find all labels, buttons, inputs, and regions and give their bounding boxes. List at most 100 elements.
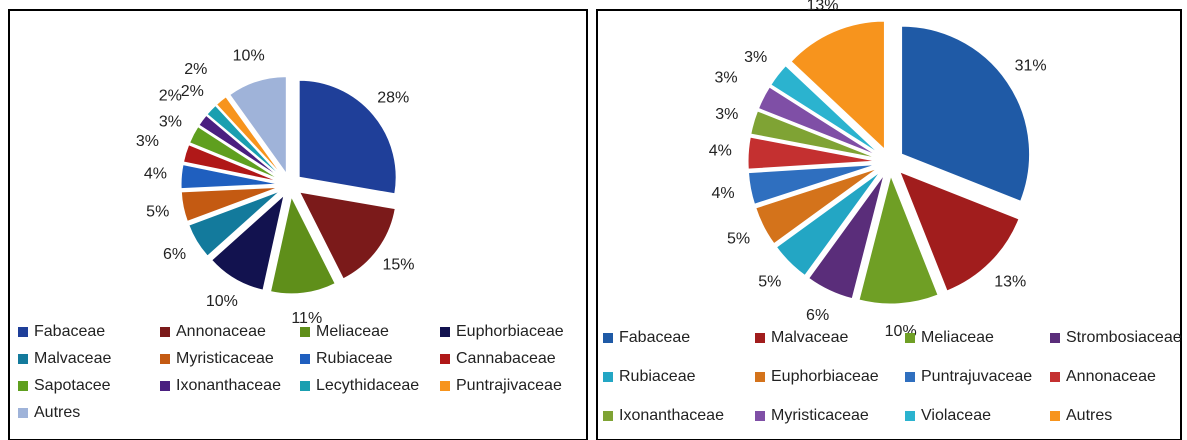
data-label: 3% <box>159 114 182 131</box>
pie-slice <box>211 193 285 291</box>
panel-frame <box>8 9 588 440</box>
legend-label: Sapotacee <box>34 377 111 394</box>
legend-label: Puntrajuvaceae <box>921 368 1032 385</box>
legend-swatch <box>300 381 310 391</box>
data-label: 5% <box>727 230 750 247</box>
legend-label: Fabaceae <box>619 329 690 346</box>
legend-label: Rubiaceae <box>619 368 696 385</box>
legend-swatch <box>1050 411 1060 421</box>
pie-slice <box>755 167 878 245</box>
legend-swatch <box>160 327 170 337</box>
legend-swatch <box>440 327 450 337</box>
legend-label: Autres <box>34 404 80 421</box>
legend-swatch <box>160 354 170 364</box>
legend-swatch <box>603 333 613 343</box>
legend-swatch <box>18 327 28 337</box>
data-label: 3% <box>136 133 159 150</box>
legend-label: Malvaceae <box>771 329 848 346</box>
data-label: 31% <box>1015 58 1047 75</box>
pie-slice <box>269 195 336 295</box>
data-label: 4% <box>144 166 167 183</box>
data-label: 5% <box>146 203 169 220</box>
legend-label: Strombosiaceae <box>1066 329 1182 346</box>
legend-swatch <box>755 333 765 343</box>
legend-label: Myristicaceae <box>176 350 274 367</box>
pie-slice <box>808 174 885 300</box>
data-label: 11% <box>291 310 322 327</box>
legend-label: Euphorbiaceae <box>456 323 564 340</box>
legend-swatch <box>603 372 613 382</box>
pie-slice <box>775 171 881 277</box>
pie-slice <box>229 76 287 176</box>
data-label: 5% <box>758 273 781 290</box>
pie-slice <box>198 114 281 179</box>
legend-label: Euphorbiaceae <box>771 368 879 385</box>
legend-label: Meliaceae <box>316 323 389 340</box>
data-label: 3% <box>744 49 767 66</box>
legend-label: Puntrajivaceae <box>456 377 562 394</box>
legend-swatch <box>755 372 765 382</box>
data-label: 10% <box>206 293 238 310</box>
legend-swatch <box>160 381 170 391</box>
pie-slice <box>206 104 282 178</box>
legend-swatch <box>18 381 28 391</box>
legend-label: Malvaceae <box>34 350 111 367</box>
pie-slice <box>188 190 281 257</box>
legend-label: Meliaceae <box>921 329 994 346</box>
panel-frame <box>596 9 1182 440</box>
legend-swatch <box>603 411 613 421</box>
pie-slice <box>188 125 280 180</box>
legend-swatch <box>300 354 310 364</box>
data-label: 3% <box>715 106 738 123</box>
pie-slice <box>215 96 283 177</box>
pie-slice <box>790 20 885 151</box>
legend-label: Ixonanthaceae <box>619 407 724 424</box>
data-label: 2% <box>184 61 207 78</box>
legend-swatch <box>300 327 310 337</box>
legend-swatch <box>905 333 915 343</box>
data-label: 6% <box>163 246 186 263</box>
data-label: 4% <box>709 143 732 160</box>
legend-swatch <box>1050 333 1060 343</box>
pie-slice <box>298 79 397 195</box>
legend-label: Annonaceae <box>176 323 266 340</box>
data-label: 28% <box>377 89 409 106</box>
pie-slice <box>770 65 880 154</box>
legend-swatch <box>755 411 765 421</box>
legend-label: Violaceae <box>921 407 991 424</box>
legend-swatch <box>18 408 28 418</box>
legend-label: Cannabaceae <box>456 350 556 367</box>
legend-swatch <box>440 354 450 364</box>
pie-slice <box>901 25 1031 202</box>
data-label: 2% <box>181 83 204 100</box>
legend-label: Rubiaceae <box>316 350 393 367</box>
pie-slice <box>747 136 877 170</box>
pie-slice <box>180 186 279 223</box>
pie-slice <box>899 171 1020 292</box>
data-label: 10% <box>233 48 265 65</box>
legend-label: Autres <box>1066 407 1112 424</box>
legend-label: Myristicaceae <box>771 407 869 424</box>
pie-slice <box>858 174 939 305</box>
data-label: 15% <box>382 257 414 274</box>
data-label: 6% <box>806 307 829 324</box>
pie-slice <box>182 144 279 182</box>
data-label: 13% <box>994 273 1026 290</box>
legend-label: Annonaceae <box>1066 368 1156 385</box>
pie-slice <box>747 164 877 205</box>
legend-swatch <box>905 372 915 382</box>
data-label: 4% <box>711 185 734 202</box>
legend-swatch <box>905 411 915 421</box>
legend-swatch <box>440 381 450 391</box>
legend-swatch <box>1050 372 1060 382</box>
legend-label: Fabaceae <box>34 323 105 340</box>
data-label: 3% <box>714 70 737 87</box>
data-label: 13% <box>806 0 838 14</box>
pie-slice <box>298 191 396 280</box>
pie-slice <box>757 86 878 157</box>
pie-slice <box>750 110 877 159</box>
pie-slice <box>180 163 279 190</box>
legend-swatch <box>18 354 28 364</box>
